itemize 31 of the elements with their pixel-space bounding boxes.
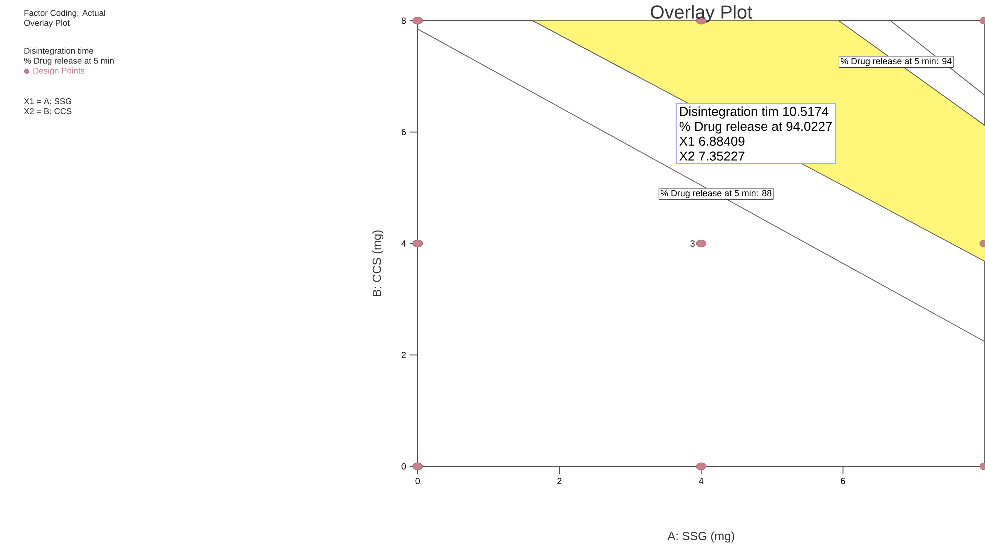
text: Factor Coding: Actual (24, 10, 106, 18)
annotation: X1 6.88409 (680, 136, 745, 146)
x-tick-label: 4 (699, 478, 704, 484)
point (696, 240, 707, 248)
y-tick-label: 8 (402, 18, 406, 24)
text: Disintegration time (24, 48, 94, 56)
text: X1 = A: SSG (24, 98, 72, 104)
point (412, 240, 424, 248)
text: % Drug release at 5 min (24, 58, 114, 66)
annotation: 3 (690, 240, 695, 247)
x-axis-title: A: SSG (mg) (668, 532, 734, 543)
y-tick-label: 6 (402, 129, 406, 136)
y-tick-label: 4 (402, 240, 406, 247)
y-axis-title: B: CCS (mg) (372, 230, 384, 296)
annotation: X2 7.35227 (680, 152, 745, 161)
annotation: % Drug release at 5 min: 88 (660, 190, 772, 198)
legend-label: Design Points (34, 68, 85, 76)
annotation: % Drug release at 94.0227 (680, 122, 832, 134)
x-tick-label: 0 (416, 478, 420, 484)
point (412, 462, 424, 470)
x-tick-label: 2 (558, 478, 562, 484)
text: X2 = B: CCS (24, 108, 72, 114)
y-tick-label: 0 (402, 463, 406, 470)
annotation: Disintegration tim 10.5174 (680, 106, 829, 119)
text: Overlay Plot (24, 20, 70, 28)
point (696, 462, 707, 470)
annotation: % Drug release at 5 min: 94 (841, 58, 952, 66)
point (412, 17, 424, 25)
chart-title: Overlay Plot (651, 5, 753, 23)
x-tick-label: 6 (841, 478, 846, 484)
y-tick-label: 2 (402, 352, 406, 358)
